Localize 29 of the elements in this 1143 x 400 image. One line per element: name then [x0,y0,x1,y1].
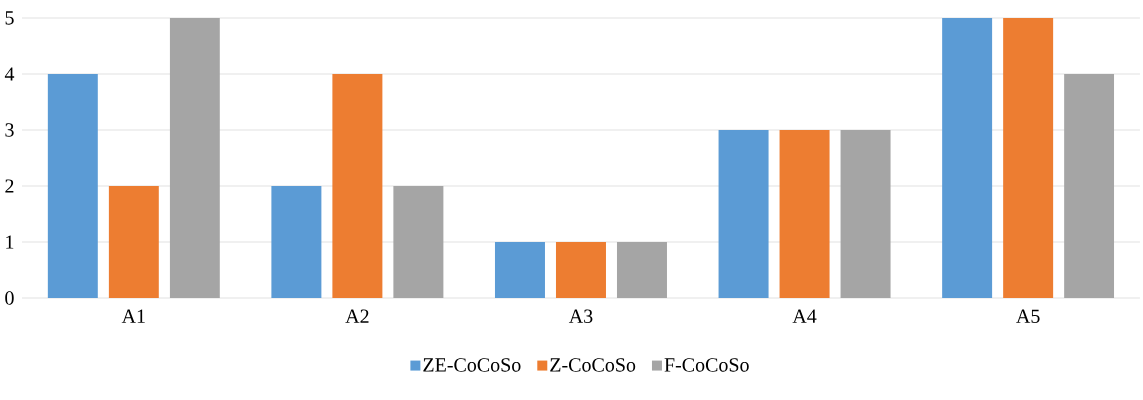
bar [616,242,667,298]
x-tick-label: A2 [345,309,369,323]
y-tick-label: 2 [5,179,14,193]
y-tick-label: 0 [5,291,14,305]
bar [47,74,98,298]
x-tick-label: A5 [1016,309,1040,323]
bar [271,186,322,298]
y-tick-label: 1 [6,235,14,249]
bar [1064,74,1115,298]
bar [555,242,606,298]
x-tick-label: A1 [121,309,145,323]
y-tick-label: 5 [5,11,14,25]
bar [779,130,830,298]
x-tick-label: A3 [568,309,593,323]
bar [718,130,769,298]
bar [494,242,545,298]
legend-label: F-CoCoSo [664,358,749,372]
y-tick-label: 4 [4,67,15,81]
bar [393,186,444,298]
bar [169,18,220,298]
x-tick-label: A4 [792,309,817,323]
bar [1003,18,1054,298]
bar [840,130,891,298]
bar [108,186,159,298]
legend-label: ZE-CoCoSo [423,358,521,372]
legend-label: Z-CoCoSo [550,358,636,372]
y-tick-label: 3 [5,123,14,137]
bar [942,18,993,298]
bar [332,74,383,298]
